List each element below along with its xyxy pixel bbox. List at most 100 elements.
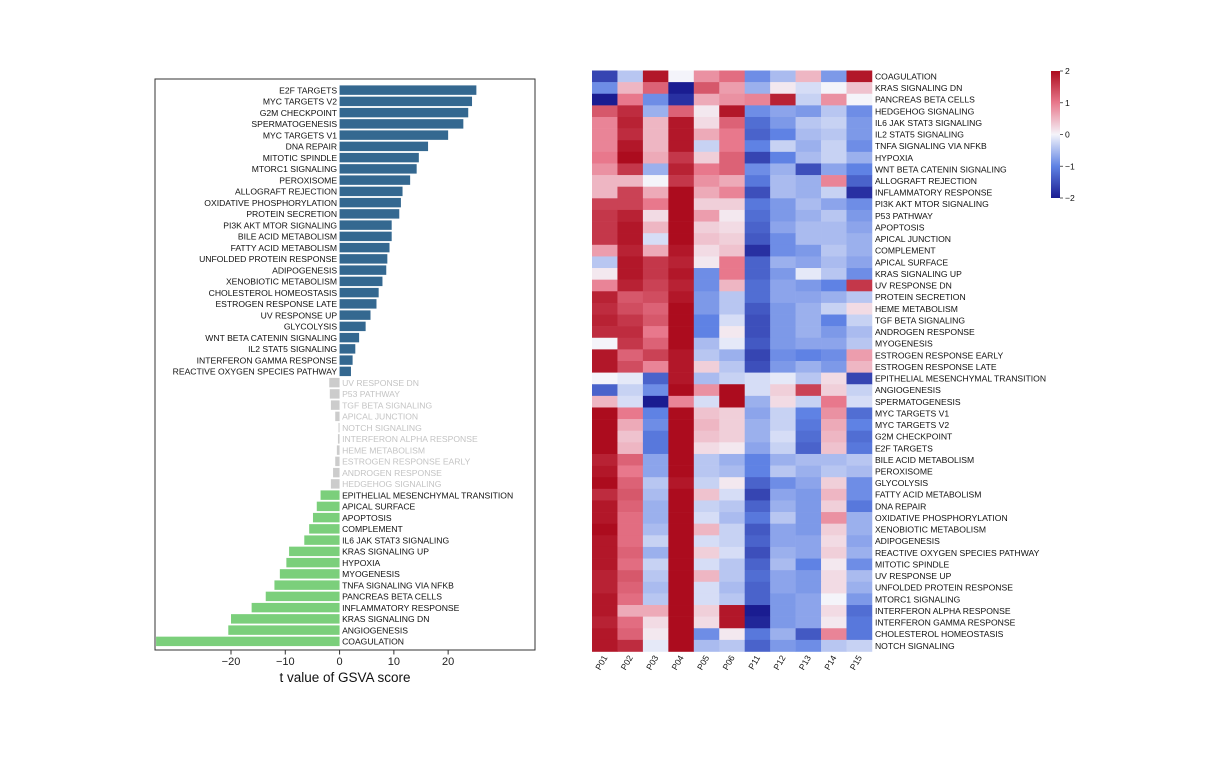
bar-uv-response-up (339, 310, 371, 320)
heatmap-cell (719, 535, 745, 548)
heatmap-cell (744, 558, 771, 571)
heatmap-cell (642, 209, 669, 222)
heatmap-cell (592, 291, 618, 304)
heatmap-cell (642, 523, 669, 536)
heatmap-cell (719, 558, 745, 571)
heatmap-cell (846, 512, 873, 524)
heatmap-cell (744, 70, 771, 83)
heatmap-cell (846, 82, 873, 95)
heatmap-cell (642, 128, 669, 141)
heatmap-row-label-estrogen-response-late: ESTROGEN RESPONSE LATE (875, 362, 997, 372)
heatmap-cell (795, 361, 822, 373)
heatmap-cell (719, 105, 745, 118)
heatmap-cell (846, 453, 873, 466)
heatmap-cell (821, 268, 847, 280)
heatmap-cell (719, 70, 745, 83)
heatmap-cell (744, 186, 771, 199)
heatmap-cell (668, 140, 695, 153)
heatmap-col-label-p13: P13 (797, 653, 813, 671)
heatmap-cell (846, 337, 873, 350)
bar-mtorc1-signaling (339, 164, 417, 174)
heatmap-cell (795, 244, 822, 257)
bar-label-xenobiotic-metabolism: XENOBIOTIC METABOLISM (226, 277, 337, 287)
heatmap-cell (795, 546, 822, 559)
heatmap-cell (668, 430, 695, 443)
heatmap-cell (795, 442, 822, 455)
heatmap-cell (744, 419, 771, 432)
heatmap-cell (795, 465, 822, 478)
heatmap-cell (795, 477, 822, 490)
bar-label-peroxisome: PEROXISOME (279, 175, 337, 185)
heatmap-cell (693, 326, 720, 339)
heatmap-cell (846, 395, 873, 408)
heatmap-cell (770, 82, 796, 95)
heatmap-cell (770, 93, 796, 106)
heatmap-cell (719, 256, 745, 269)
heatmap-cell (719, 209, 745, 222)
heatmap-cell (668, 302, 695, 315)
heatmap-cell (693, 384, 720, 397)
heatmap-cell (642, 337, 669, 350)
heatmap-cell (795, 128, 822, 141)
heatmap-cell (617, 407, 644, 420)
heatmap-cell (642, 570, 669, 583)
heatmap-cell (592, 93, 618, 106)
heatmap-cell (668, 581, 695, 594)
heatmap-cell (744, 291, 771, 304)
heatmap-cell (846, 128, 873, 141)
heatmap-cell (821, 419, 847, 432)
heatmap-cell (592, 488, 618, 501)
bar-label-estrogen-response-early: ESTROGEN RESPONSE EARLY (342, 457, 471, 467)
heatmap-cell (744, 512, 771, 524)
heatmap-cell (795, 314, 822, 327)
bar-label-myogenesis: MYOGENESIS (342, 569, 400, 579)
heatmap-row-label-coagulation: COAGULATION (875, 71, 937, 81)
bar-label-heme-metabolism: HEME METABOLISM (342, 445, 425, 455)
heatmap-cell (642, 628, 669, 641)
heatmap-cell (744, 546, 771, 559)
heatmap-cell (846, 116, 873, 129)
heatmap-cell (795, 570, 822, 583)
heatmap-cell (744, 302, 771, 315)
heatmap-cell (770, 314, 796, 327)
heatmap-cell (846, 430, 873, 443)
heatmap-cell (668, 93, 695, 106)
heatmap-cell (617, 302, 644, 315)
heatmap-cell (770, 442, 796, 455)
heatmap-cell (719, 523, 745, 536)
heatmap-cell (617, 140, 644, 153)
bar-cholesterol-homeostasis (339, 287, 379, 298)
heatmap-cell (642, 430, 669, 443)
heatmap-cell (795, 140, 822, 153)
heatmap-cell (592, 372, 618, 385)
heatmap-cell (846, 198, 873, 211)
heatmap-col-label-p14: P14 (822, 653, 838, 671)
heatmap-cell (642, 361, 669, 373)
heatmap-cell (642, 163, 669, 176)
bar-label-hypoxia: HYPOXIA (342, 558, 380, 568)
heatmap-cell (617, 244, 644, 257)
heatmap-cell (770, 395, 796, 408)
heatmap-cell (770, 616, 796, 629)
heatmap-cell (770, 70, 796, 83)
bar-label-myc-targets-v1: MYC TARGETS V1 (263, 130, 337, 140)
heatmap-cell (642, 488, 669, 501)
heatmap-cell (617, 465, 644, 478)
heatmap-cell (642, 500, 669, 513)
heatmap-cell (592, 616, 618, 629)
heatmap-cell (744, 105, 771, 118)
heatmap-cell (821, 453, 847, 466)
heatmap-cell (846, 361, 873, 373)
heatmap-cell (642, 70, 669, 83)
heatmap-cell (719, 186, 745, 199)
heatmap-cell (770, 233, 796, 246)
heatmap-cell (821, 628, 847, 641)
heatmap-row-label-tnfa-signaling-via-nfkb: TNFA SIGNALING VIA NFKB (875, 141, 987, 151)
heatmap-cell (770, 291, 796, 304)
heatmap-cell (821, 221, 847, 234)
heatmap-cell (795, 93, 822, 106)
heatmap-row-label-adipogenesis: ADIPOGENESIS (875, 536, 940, 546)
heatmap-cell (719, 500, 745, 513)
heatmap-cell (592, 233, 618, 246)
heatmap-cell (668, 558, 695, 571)
